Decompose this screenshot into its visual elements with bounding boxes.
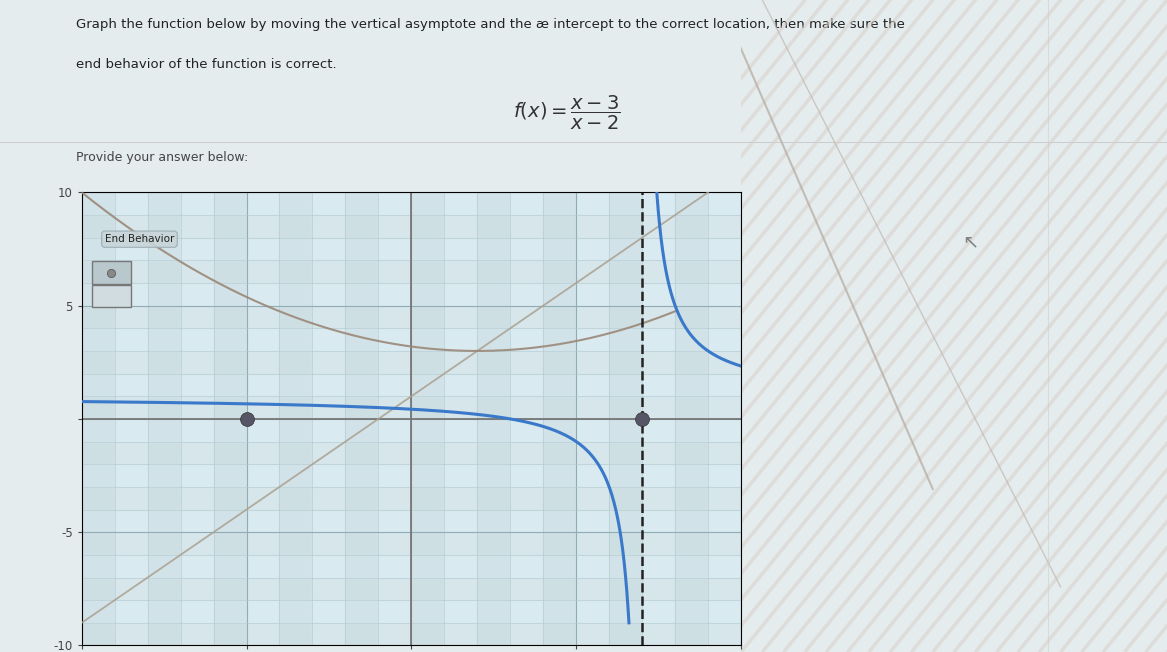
Text: End Behavior: End Behavior	[105, 234, 174, 244]
Bar	[280, 192, 313, 645]
Bar	[477, 192, 510, 645]
Bar	[82, 306, 741, 328]
Bar	[82, 238, 741, 260]
Bar	[378, 192, 411, 645]
Bar	[82, 532, 741, 555]
Text: $f(x) = \dfrac{x - 3}{x - 2}$: $f(x) = \dfrac{x - 3}{x - 2}$	[513, 94, 621, 132]
Bar	[82, 328, 741, 351]
Bar	[708, 192, 741, 645]
Bar	[411, 192, 445, 645]
FancyBboxPatch shape	[91, 261, 131, 284]
FancyBboxPatch shape	[91, 285, 131, 306]
Bar	[510, 192, 543, 645]
Bar	[82, 192, 114, 645]
Bar	[82, 555, 741, 578]
Bar	[609, 192, 642, 645]
Bar	[82, 260, 741, 283]
Bar	[82, 374, 741, 396]
Bar	[675, 192, 708, 645]
Bar	[82, 623, 741, 645]
Bar	[82, 351, 741, 374]
Bar	[82, 419, 741, 441]
Bar	[313, 192, 345, 645]
Bar	[214, 192, 246, 645]
Bar	[576, 192, 609, 645]
Bar	[82, 464, 741, 487]
Bar	[345, 192, 378, 645]
Bar	[82, 192, 741, 215]
Bar	[82, 510, 741, 532]
Bar	[543, 192, 576, 645]
Bar	[114, 192, 147, 645]
Bar	[642, 192, 675, 645]
Bar	[147, 192, 181, 645]
Text: ↖: ↖	[963, 233, 979, 252]
Text: end behavior of the function is correct.: end behavior of the function is correct.	[76, 59, 336, 72]
Bar	[82, 441, 741, 464]
Bar	[82, 215, 741, 237]
Bar	[82, 578, 741, 600]
Bar	[445, 192, 477, 645]
Bar	[246, 192, 280, 645]
Bar	[82, 487, 741, 510]
Bar	[82, 396, 741, 419]
Text: Provide your answer below:: Provide your answer below:	[76, 151, 249, 164]
Text: Graph the function below by moving the vertical asymptote and the æ intercept to: Graph the function below by moving the v…	[76, 18, 904, 31]
Bar	[181, 192, 214, 645]
Bar	[82, 283, 741, 306]
Bar	[82, 600, 741, 623]
